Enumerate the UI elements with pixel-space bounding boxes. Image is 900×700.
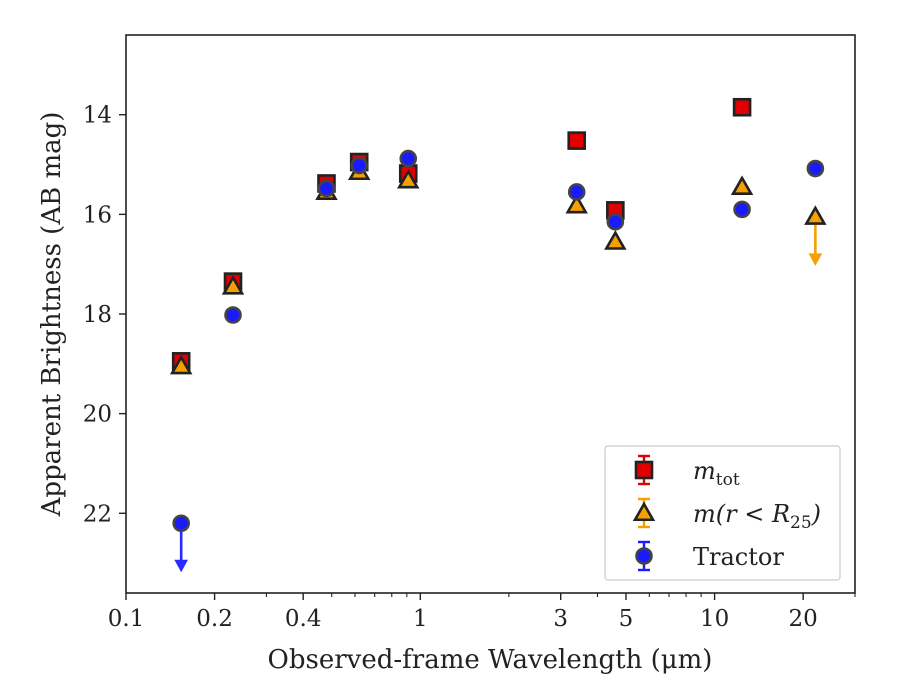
data-marks [169,97,827,573]
x-axis-label: Observed-frame Wavelength (μm) [268,645,713,675]
x-tick-label: 3 [553,606,568,632]
x-tick-label: 0.2 [196,606,233,632]
upper-limit-arrowhead [174,559,189,573]
data-point-triangle [730,175,754,196]
data-point-triangle [169,354,193,375]
legend-label-subscript: tot [716,470,740,490]
data-point-circle [172,514,190,533]
data-point-circle [350,156,368,175]
data-point-circle [567,183,586,201]
legend: mtot m(r < R25) Tractor [604,445,841,581]
x-tick-label: 0.4 [285,606,322,632]
x-tick-label: 0.1 [108,606,145,632]
legend-marker-circle [635,547,653,565]
legend-box [604,445,841,581]
y-tick-label: 18 [83,302,112,328]
data-point-triangle [565,193,588,214]
legend-label: m(r < R25) [693,500,821,533]
legend-label-main: Tractor [693,543,784,571]
y-tick-label: 16 [83,202,112,228]
x-axis-ticks: 0.1 0.2 0.4 1 3 5 10 20 [108,593,856,632]
data-point-circle [806,159,825,178]
data-point-square [567,131,587,150]
data-point-triangle [604,230,627,250]
legend-label: Tractor [693,543,784,571]
x-tick-label: 1 [413,606,428,632]
legend-label-subscript: 25 [790,513,812,533]
data-point-circle [399,149,418,168]
y-axis-ticks: 14 16 18 20 22 [83,103,126,527]
y-tick-label: 20 [83,402,112,428]
data-point-triangle [396,168,420,189]
legend-label-main: m [693,457,716,485]
data-point-circle [606,213,625,231]
legend-items: mtot m(r < R25) Tractor [632,454,821,572]
upper-limit-arrowhead [808,253,823,266]
data-point-circle [224,306,242,324]
legend-label-main: m(r < R [693,500,790,528]
data-point-triangle [804,205,827,225]
data-point-triangle [221,274,245,295]
data-point-circle [317,179,336,198]
legend-marker-square [634,460,654,480]
y-tick-label: 14 [83,103,112,129]
x-tick-label: 10 [700,606,729,632]
legend-marker-triangle [632,501,656,522]
series-circle [172,149,825,573]
x-tick-label: 5 [619,606,634,632]
data-point-circle [733,200,751,219]
legend-label-tail: ) [811,500,821,528]
y-axis-label: Apparent Brightness (AB mag) [37,112,67,518]
data-point-square [732,97,752,117]
x-tick-label: 20 [789,606,818,632]
y-tick-label: 22 [83,501,112,527]
legend-label: mtot [693,457,740,490]
plot-frame [125,34,856,594]
